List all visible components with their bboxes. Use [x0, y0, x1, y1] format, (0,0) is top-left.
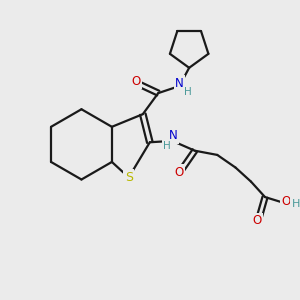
Text: N: N — [175, 77, 184, 90]
Text: H: H — [184, 87, 192, 97]
Text: H: H — [292, 199, 300, 209]
Text: O: O — [281, 195, 291, 208]
Text: O: O — [131, 75, 140, 88]
Text: N: N — [169, 129, 177, 142]
Text: O: O — [175, 166, 184, 179]
Text: O: O — [253, 214, 262, 227]
Text: H: H — [164, 141, 171, 151]
Text: S: S — [125, 171, 133, 184]
